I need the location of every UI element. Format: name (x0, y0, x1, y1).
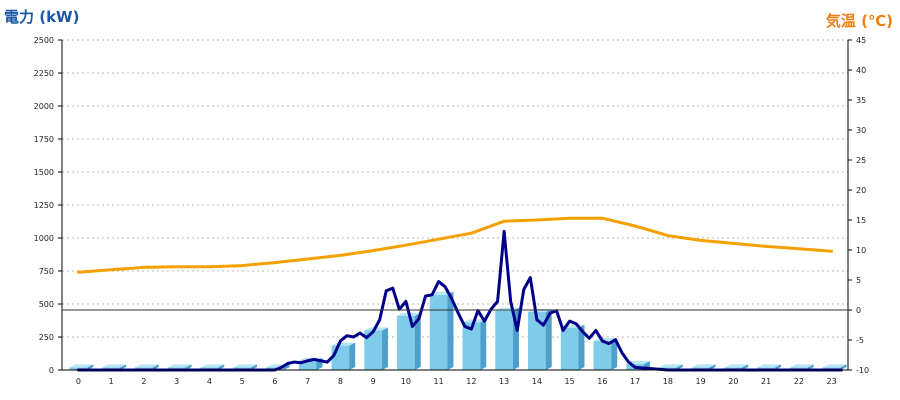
x-axis-tick-label: 12 (466, 377, 476, 386)
right-axis-tick-label: 30 (856, 126, 866, 135)
power-bar (528, 308, 552, 370)
x-axis-tick-label: 3 (174, 377, 179, 386)
power-bar-top (790, 364, 814, 368)
power-bar-side (283, 364, 290, 370)
power-bar-side (381, 327, 388, 370)
power-bar-side (578, 324, 585, 370)
power-bar-side (480, 319, 487, 370)
x-axis-tick-label: 23 (827, 377, 837, 386)
power-bar-front (528, 311, 546, 370)
power-bar-top (659, 364, 683, 368)
right-axis-tick-label: -10 (856, 366, 869, 375)
axes (61, 40, 849, 371)
grid-lines (62, 39, 848, 338)
left-axis-tick-label: 1750 (34, 135, 54, 144)
right-axis-tick-label: 15 (856, 216, 866, 225)
power-bar-top (233, 364, 257, 368)
left-axis-tick-label: 2000 (34, 102, 54, 111)
x-axis-tick-label: 18 (663, 377, 673, 386)
right-axis-tick-label: 45 (856, 36, 866, 45)
left-axis-tick-label: 1000 (34, 234, 54, 243)
x-axis-tick-label: 6 (272, 377, 277, 386)
left-axis-tick-label: 250 (39, 333, 54, 342)
right-axis-tick-label: -5 (856, 336, 864, 345)
x-axis-tick-label: 5 (240, 377, 245, 386)
power-bar (331, 342, 356, 370)
x-axis-tick-label: 0 (76, 377, 81, 386)
left-axis-tick-label: 2500 (34, 36, 54, 45)
power-bar (462, 319, 487, 370)
power-bar (429, 291, 454, 370)
power-bar (560, 324, 585, 370)
left-axis-tick-label: 2250 (34, 69, 54, 78)
power-bar-front (298, 360, 317, 370)
power-bar-side (545, 308, 552, 370)
power-bar-front (560, 327, 579, 370)
left-axis-tick-label: 1500 (34, 168, 54, 177)
axis-ticks: 02505007501000125015001750200022502500-1… (34, 36, 869, 386)
power-bar-top (69, 364, 94, 368)
left-axis-tick-label: 750 (39, 267, 54, 276)
x-axis-tick-label: 8 (338, 377, 343, 386)
power-bar-front (495, 310, 513, 370)
x-axis-tick-label: 11 (434, 377, 444, 386)
power-bar-top (724, 364, 749, 368)
x-axis-tick-label: 10 (401, 377, 411, 386)
power-bar-front (331, 345, 350, 370)
power-bar-side (349, 342, 356, 370)
x-axis-tick-label: 22 (794, 377, 804, 386)
power-bar-top (102, 364, 126, 368)
right-axis-title: 気温 (℃) (826, 12, 893, 30)
left-axis-title: 電力 (kW) (4, 8, 79, 26)
x-axis-tick-label: 20 (728, 377, 738, 386)
power-bar-side (840, 364, 847, 370)
x-axis-tick-label: 14 (532, 377, 542, 386)
power-bar (397, 312, 421, 370)
x-axis-tick-label: 16 (597, 377, 607, 386)
power-bar-top (691, 364, 716, 368)
power-bar-top (135, 364, 159, 368)
x-axis-tick-label: 13 (499, 377, 509, 386)
power-bar (593, 337, 618, 370)
power-bar-front (397, 315, 415, 370)
right-axis-tick-label: 20 (856, 186, 866, 195)
left-axis-tick-label: 500 (39, 300, 54, 309)
left-axis-tick-label: 0 (49, 366, 54, 375)
x-axis-tick-label: 15 (565, 377, 575, 386)
power-bar-front (593, 340, 612, 370)
x-axis-tick-label: 17 (630, 377, 640, 386)
power-bar-front (364, 330, 382, 370)
power-bar-top (822, 364, 847, 368)
power-bar-side (447, 291, 454, 370)
x-axis-tick-label: 21 (761, 377, 771, 386)
x-axis-tick-label: 2 (141, 377, 146, 386)
x-axis-tick-label: 7 (305, 377, 310, 386)
power-line (76, 229, 843, 372)
x-axis-tick-label: 1 (109, 377, 114, 386)
power-bar-side (611, 337, 618, 370)
right-axis-tick-label: 35 (856, 96, 866, 105)
power-bar-top (757, 364, 781, 368)
right-axis-tick-label: 5 (856, 276, 861, 285)
right-axis-tick-label: 0 (856, 306, 861, 315)
power-bar-side (414, 312, 421, 370)
power-bar (364, 327, 388, 370)
power-bar-top (200, 364, 225, 368)
left-axis-tick-label: 1250 (34, 201, 54, 210)
right-axis-tick-label: 25 (856, 156, 866, 165)
right-axis-tick-label: 40 (856, 66, 866, 75)
x-axis-tick-label: 19 (696, 377, 706, 386)
bar-series (69, 291, 847, 370)
right-axis-tick-label: 10 (856, 246, 866, 255)
power-bar-front (429, 294, 448, 370)
x-axis-tick-label: 9 (371, 377, 376, 386)
power-bar-front (462, 322, 481, 370)
x-axis-tick-label: 4 (207, 377, 212, 386)
power-bar-top (167, 364, 192, 368)
temperature-line (76, 216, 834, 274)
line-series (76, 216, 843, 372)
